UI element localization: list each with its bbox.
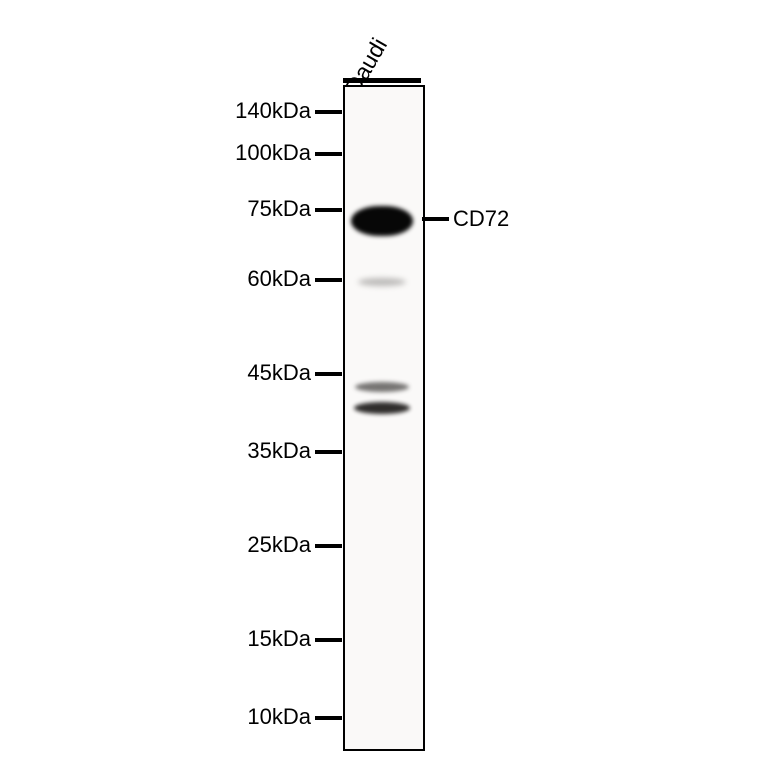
marker-tick xyxy=(315,208,342,212)
blot-band xyxy=(351,206,413,236)
marker-label: 35kDa xyxy=(247,438,311,464)
blot-figure: Daudi CD72 140kDa100kDa75kDa60kDa45kDa35… xyxy=(0,0,764,764)
marker-label: 25kDa xyxy=(247,532,311,558)
annotation-tick xyxy=(422,217,449,221)
lane-rect xyxy=(343,85,425,751)
marker-tick xyxy=(315,638,342,642)
blot-band xyxy=(358,278,406,286)
marker-label: 15kDa xyxy=(247,626,311,652)
marker-tick xyxy=(315,278,342,282)
blot-band xyxy=(354,402,410,414)
marker-label: 60kDa xyxy=(247,266,311,292)
marker-tick xyxy=(315,544,342,548)
marker-label: 140kDa xyxy=(235,98,311,124)
marker-label: 75kDa xyxy=(247,196,311,222)
annotation-label: CD72 xyxy=(453,206,509,232)
marker-tick xyxy=(315,716,342,720)
marker-tick xyxy=(315,152,342,156)
lane-underline xyxy=(343,78,421,83)
marker-label: 100kDa xyxy=(235,140,311,166)
marker-label: 45kDa xyxy=(247,360,311,386)
marker-tick xyxy=(315,110,342,114)
marker-tick xyxy=(315,372,342,376)
marker-tick xyxy=(315,450,342,454)
blot-band xyxy=(355,382,409,392)
marker-label: 10kDa xyxy=(247,704,311,730)
